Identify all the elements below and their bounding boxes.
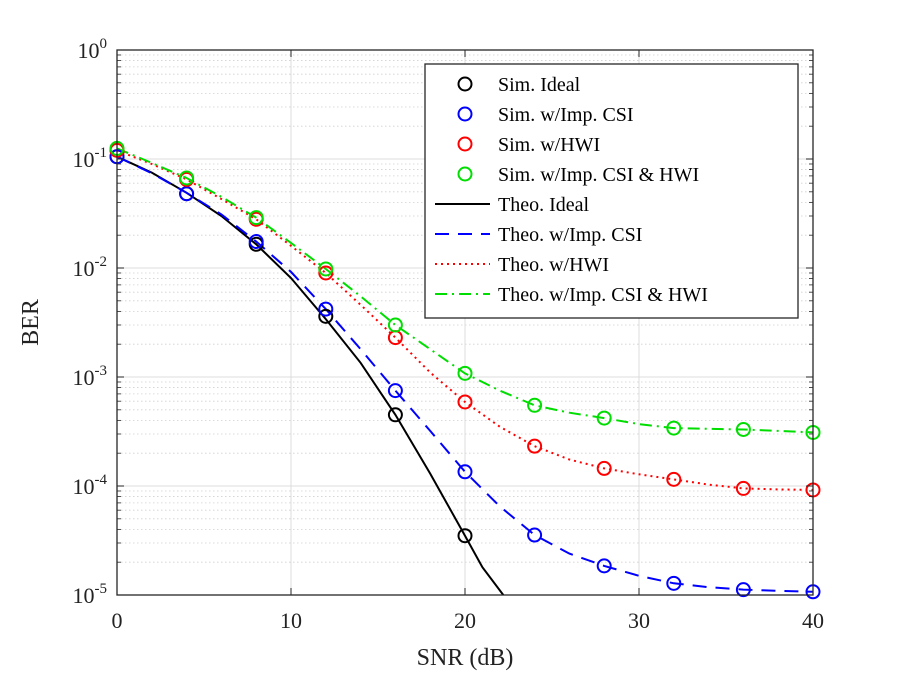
data-point bbox=[596, 460, 612, 476]
legend-label: Sim. w/HWI bbox=[498, 134, 600, 156]
x-tick-label: 0 bbox=[112, 608, 123, 633]
data-point bbox=[457, 394, 473, 410]
plot-series bbox=[109, 140, 821, 600]
data-point bbox=[457, 365, 473, 381]
series-line bbox=[117, 147, 813, 434]
y-tick-label: 10-5 bbox=[73, 581, 108, 608]
y-axis-label: BER bbox=[18, 299, 44, 346]
data-point bbox=[387, 407, 403, 423]
legend-marker bbox=[457, 136, 473, 152]
data-point bbox=[179, 186, 195, 202]
y-tick-label: 10-2 bbox=[73, 254, 108, 281]
y-tick-label: 10-1 bbox=[73, 145, 108, 172]
axis-ticks: 0 10 20 30 40 100 10-1 10-2 10-3 10-4 10-5 bbox=[73, 36, 825, 633]
data-point bbox=[318, 301, 334, 317]
data-point bbox=[596, 558, 612, 574]
data-point bbox=[248, 210, 264, 226]
legend: Sim. Ideal Sim. w/Imp. CSI Sim. w/HWI Sim. … bbox=[424, 63, 799, 319]
x-tick-label: 40 bbox=[802, 608, 824, 633]
data-point bbox=[527, 397, 543, 413]
legend-label: Theo. w/Imp. CSI & HWI bbox=[498, 284, 708, 306]
y-tick-label: 10-4 bbox=[73, 472, 108, 499]
data-point bbox=[735, 582, 751, 598]
data-point bbox=[735, 421, 751, 437]
data-point bbox=[387, 330, 403, 346]
series-line bbox=[117, 149, 813, 491]
x-tick-label: 10 bbox=[280, 608, 302, 633]
x-tick-label: 20 bbox=[454, 608, 476, 633]
legend-box bbox=[424, 63, 799, 319]
data-point bbox=[666, 575, 682, 591]
data-point bbox=[387, 317, 403, 333]
legend-label: Theo. Ideal bbox=[498, 194, 590, 216]
legend-label: Sim. w/Imp. CSI & HWI bbox=[498, 164, 699, 186]
legend-marker bbox=[457, 76, 473, 92]
data-point bbox=[735, 480, 751, 496]
data-point bbox=[457, 528, 473, 544]
legend-label: Theo. w/Imp. CSI bbox=[498, 224, 642, 246]
data-point bbox=[318, 308, 334, 324]
data-point bbox=[248, 234, 264, 250]
data-point bbox=[666, 420, 682, 436]
legend-marker bbox=[457, 166, 473, 182]
data-point bbox=[666, 471, 682, 487]
legend-label: Theo. w/HWI bbox=[498, 254, 609, 276]
data-point bbox=[596, 410, 612, 426]
x-tick-label: 30 bbox=[628, 608, 650, 633]
legend-marker bbox=[457, 106, 473, 122]
data-point bbox=[527, 527, 543, 543]
series-line bbox=[117, 155, 813, 593]
data-point bbox=[527, 438, 543, 454]
data-point bbox=[318, 261, 334, 277]
data-point bbox=[387, 383, 403, 399]
data-point bbox=[318, 265, 334, 281]
legend-label: Sim. Ideal bbox=[498, 74, 581, 96]
y-tick-label: 10-3 bbox=[73, 363, 108, 390]
data-point bbox=[457, 464, 473, 480]
legend-label: Sim. w/Imp. CSI bbox=[498, 104, 634, 126]
data-point bbox=[179, 170, 195, 186]
x-axis-label: SNR (dB) bbox=[417, 645, 514, 671]
y-tick-label: 100 bbox=[78, 36, 108, 63]
